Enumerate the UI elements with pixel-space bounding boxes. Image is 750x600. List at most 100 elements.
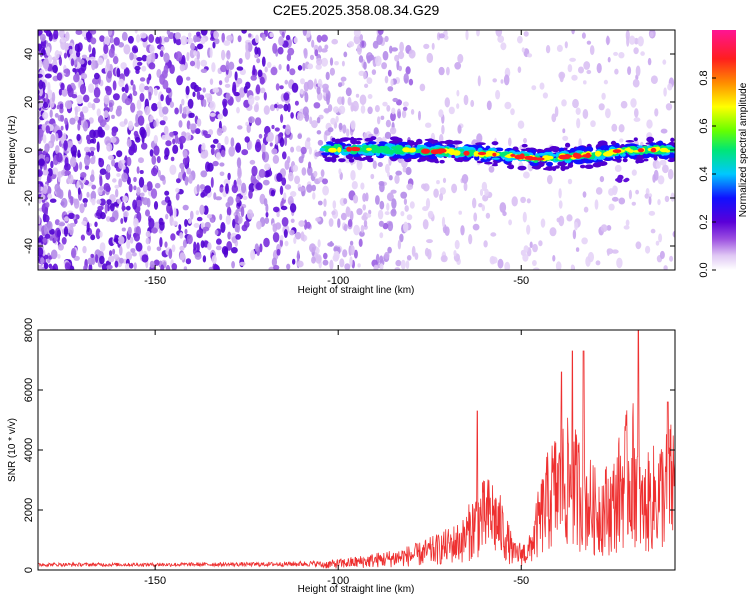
noise-blob <box>631 169 637 176</box>
noise-blob <box>48 32 53 42</box>
noise-blob <box>456 89 460 97</box>
noise-blob <box>653 169 659 181</box>
noise-blob <box>199 184 206 190</box>
noise-blob <box>302 62 306 71</box>
noise-blob <box>495 30 503 37</box>
noise-blob <box>614 164 622 172</box>
noise-blob <box>231 261 236 269</box>
noise-blob <box>473 212 478 222</box>
noise-blob <box>56 72 63 81</box>
noise-blob <box>50 133 56 144</box>
noise-blob <box>43 262 49 270</box>
noise-blob <box>630 98 637 108</box>
noise-blob <box>522 211 527 223</box>
noise-blob <box>85 56 91 61</box>
noise-blob <box>453 250 457 257</box>
noise-blob <box>353 224 360 236</box>
noise-blob <box>300 231 305 241</box>
noise-blob <box>645 245 651 254</box>
noise-blob <box>167 199 172 207</box>
noise-blob <box>261 151 266 161</box>
noise-blob <box>406 254 412 261</box>
ridge-blob <box>354 147 361 152</box>
noise-blob <box>390 78 394 87</box>
noise-blob <box>398 51 405 60</box>
noise-blob <box>71 247 77 259</box>
noise-blob <box>361 40 365 48</box>
colorbar-tick-label: 0.8 <box>698 70 710 85</box>
noise-blob <box>144 85 150 91</box>
noise-blob <box>648 196 652 206</box>
colorbar-tick-label: 0.6 <box>698 118 710 133</box>
noise-blob <box>611 249 619 254</box>
noise-blob <box>56 229 61 238</box>
noise-blob <box>64 262 71 270</box>
noise-blob <box>203 205 209 215</box>
noise-blob <box>284 240 289 247</box>
spectrogram-ticks: -150 -100 -50 -40 -20 0 20 40 <box>23 30 675 287</box>
noise-blob <box>309 54 315 61</box>
noise-blob <box>438 109 444 118</box>
noise-blob <box>135 136 141 143</box>
noise-blob <box>179 142 184 150</box>
noise-blob <box>118 42 125 48</box>
noise-blob <box>212 138 219 144</box>
noise-blob <box>80 73 88 80</box>
noise-blob <box>308 161 312 169</box>
noise-blob <box>256 58 261 64</box>
noise-blob <box>395 170 403 176</box>
noise-blob <box>545 45 551 54</box>
noise-blob <box>488 165 495 173</box>
noise-blob <box>606 225 612 231</box>
noise-blob <box>628 35 636 45</box>
noise-blob <box>608 188 615 196</box>
noise-blob <box>526 198 531 204</box>
noise-blob <box>241 30 247 34</box>
noise-blob <box>175 187 180 193</box>
noise-blob <box>136 110 143 116</box>
noise-blob <box>575 107 581 115</box>
noise-blob <box>486 100 492 111</box>
noise-blob <box>227 172 231 181</box>
noise-blob <box>379 200 385 210</box>
noise-blob <box>96 108 101 117</box>
noise-blob <box>278 64 282 71</box>
ridge-blob <box>477 151 487 156</box>
noise-blob <box>89 129 96 139</box>
noise-blob <box>200 68 208 74</box>
noise-blob <box>611 196 619 202</box>
noise-blob <box>91 184 97 190</box>
noise-blob <box>186 51 190 62</box>
noise-blob <box>54 183 61 192</box>
noise-blob <box>508 137 512 147</box>
noise-blob <box>264 163 271 171</box>
noise-blob <box>139 83 146 93</box>
noise-blob <box>182 239 187 248</box>
noise-blob <box>122 195 129 203</box>
noise-blob <box>83 94 90 103</box>
noise-blob <box>261 143 266 154</box>
noise-blob <box>122 165 126 170</box>
noise-blob <box>632 78 640 88</box>
noise-blob <box>217 113 223 120</box>
spectrogram-xtick-label: -150 <box>144 275 166 287</box>
noise-blob <box>61 169 66 176</box>
noise-blob <box>476 30 480 37</box>
noise-blob <box>200 37 206 45</box>
noise-blob <box>425 122 432 128</box>
ridge-blob <box>592 162 602 168</box>
noise-blob <box>346 128 350 137</box>
noise-blob <box>225 60 230 71</box>
noise-blob <box>79 161 83 171</box>
noise-blob <box>529 241 533 249</box>
noise-blob <box>607 56 611 63</box>
noise-blob <box>242 195 248 200</box>
noise-blob <box>94 221 98 228</box>
noise-blob <box>586 40 592 45</box>
ridge-blob <box>584 164 594 169</box>
noise-blob <box>57 254 61 259</box>
noise-blob <box>387 246 392 254</box>
noise-blob <box>38 103 42 109</box>
noise-blob <box>83 265 88 270</box>
ridge-blob <box>597 140 608 146</box>
